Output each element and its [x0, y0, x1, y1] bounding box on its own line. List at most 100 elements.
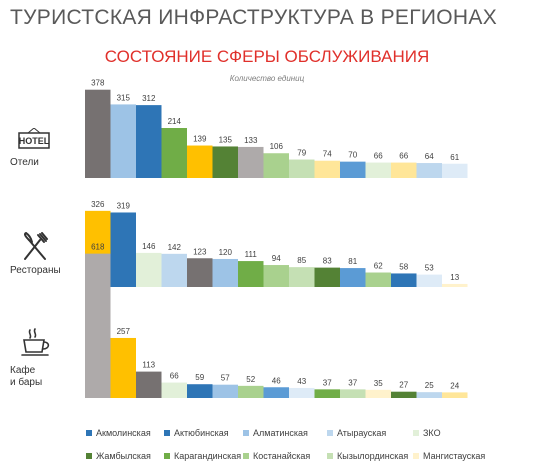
bar-label-g2-8: 43: [297, 377, 306, 386]
legend-swatch: [164, 430, 170, 436]
bar-g2-5: [212, 384, 238, 398]
bar-label-g2-2: 113: [142, 361, 155, 370]
legend-item: Атырауская: [327, 428, 386, 438]
bar-g0-8: [289, 159, 315, 178]
legend-item: Акмолинская: [86, 428, 151, 438]
bar-g2-0: [85, 253, 111, 398]
legend-label: Костанайская: [253, 451, 311, 461]
bar-g0-6: [238, 146, 264, 178]
bar-label-g2-9: 37: [323, 378, 332, 387]
bar-g1-7: [263, 265, 289, 287]
legend-item: Костанайская: [243, 451, 310, 461]
hotel-sign-icon: HOTEL: [18, 128, 50, 149]
bar-label-g0-13: 64: [425, 152, 434, 161]
bar-g2-11: [365, 389, 391, 398]
bar-label-g1-7: 94: [272, 254, 281, 263]
bar-label-g2-5: 57: [221, 374, 230, 383]
bar-label-g0-0: 378: [91, 79, 105, 88]
bar-g1-5: [212, 258, 238, 287]
bar-g2-4: [187, 384, 213, 398]
bar-g0-5: [212, 146, 238, 178]
bar-label-g0-2: 312: [142, 94, 156, 103]
legend-label: Атырауская: [337, 428, 387, 438]
bar-label-g2-1: 257: [117, 327, 131, 336]
legend-item: Алматинская: [243, 428, 308, 438]
legend-item: Актюбинская: [164, 428, 229, 438]
bar-label-g2-7: 46: [272, 376, 281, 385]
bar-g0-2: [136, 105, 162, 178]
bar-g0-1: [110, 104, 136, 178]
bar-label-g1-5: 120: [219, 248, 233, 257]
bar-g0-10: [340, 161, 366, 178]
bar-label-g0-8: 79: [297, 149, 306, 158]
legend-label: Алматинская: [253, 428, 308, 438]
bar-label-g2-12: 27: [399, 381, 408, 390]
bar-label-g0-5: 135: [219, 135, 233, 144]
bar-g2-7: [263, 387, 289, 398]
bar-g0-13: [416, 163, 442, 178]
bar-label-g0-10: 70: [348, 151, 357, 160]
bar-g2-3: [161, 382, 187, 398]
coffee-cup-icon: [21, 328, 50, 356]
bar-label-g1-4: 123: [193, 247, 207, 256]
bar-g1-6: [238, 261, 264, 287]
bar-g1-14: [442, 283, 468, 287]
legend-label: ЗКО: [423, 428, 441, 438]
bar-label-g1-9: 83: [323, 257, 332, 266]
legend-item: ЗКО: [413, 428, 441, 438]
bar-g2-2: [136, 371, 162, 398]
bar-label-g1-3: 142: [168, 243, 182, 252]
bar-label-g1-13: 53: [425, 264, 434, 273]
bar-g0-7: [263, 153, 289, 178]
legend-label: Акмолинская: [96, 428, 151, 438]
bar-g1-4: [187, 258, 213, 287]
bar-g2-9: [314, 389, 340, 398]
legend-item: Карагандинская: [164, 451, 241, 461]
bar-label-g0-4: 139: [193, 135, 207, 144]
legend-item: Мангистауская: [413, 451, 485, 461]
bar-g0-11: [365, 162, 391, 178]
legend-label: Мангистауская: [423, 451, 486, 461]
legend-swatch: [86, 430, 92, 436]
bar-label-g1-12: 58: [399, 262, 408, 271]
bar-g2-14: [442, 392, 468, 398]
legend-swatch: [413, 453, 419, 459]
bar-g2-10: [340, 389, 366, 398]
bar-g1-2: [136, 252, 162, 287]
legend-item: Жамбылская: [86, 451, 151, 461]
bar-label-g1-1: 319: [117, 201, 131, 210]
bar-label-g1-8: 85: [297, 256, 306, 265]
bar-label-g2-3: 66: [170, 372, 179, 381]
bar-g0-3: [161, 128, 187, 178]
bar-label-g0-14: 61: [450, 153, 459, 162]
bar-g0-0: [85, 89, 111, 178]
bar-g2-6: [238, 385, 264, 398]
fork-knife-icon: [24, 232, 48, 260]
legend-swatch: [413, 430, 419, 436]
bar-g0-4: [187, 145, 213, 178]
bar-label-g0-3: 214: [168, 117, 182, 126]
chart-subtitle: СОСТОЯНИЕ СФЕРЫ ОБСЛУЖИВАНИЯ: [104, 47, 430, 66]
legend-swatch: [327, 453, 333, 459]
bar-g1-9: [314, 267, 340, 287]
bar-label-g0-9: 74: [323, 150, 332, 159]
legend-swatch: [243, 453, 249, 459]
bar-label-g2-13: 25: [425, 381, 434, 390]
bar-label-g2-4: 59: [195, 373, 204, 382]
legend-label: Жамбылская: [96, 451, 151, 461]
category-label-cafes: Кафе и бары: [10, 365, 43, 388]
bar-g1-12: [391, 273, 417, 287]
bar-g1-8: [289, 267, 315, 287]
legend-label: Актюбинская: [174, 428, 229, 438]
bar-label-g1-2: 146: [142, 242, 156, 251]
bar-g2-13: [416, 392, 442, 398]
bar-g2-8: [289, 387, 315, 398]
bar-g1-13: [416, 274, 442, 287]
bar-g0-14: [442, 163, 468, 178]
legend-label: Карагандинская: [174, 451, 242, 461]
legend-swatch: [86, 453, 92, 459]
bar-label-g1-14: 13: [450, 273, 459, 282]
bar-label-g2-0: 618: [91, 243, 105, 252]
unit-label: Количество единиц: [229, 74, 305, 83]
